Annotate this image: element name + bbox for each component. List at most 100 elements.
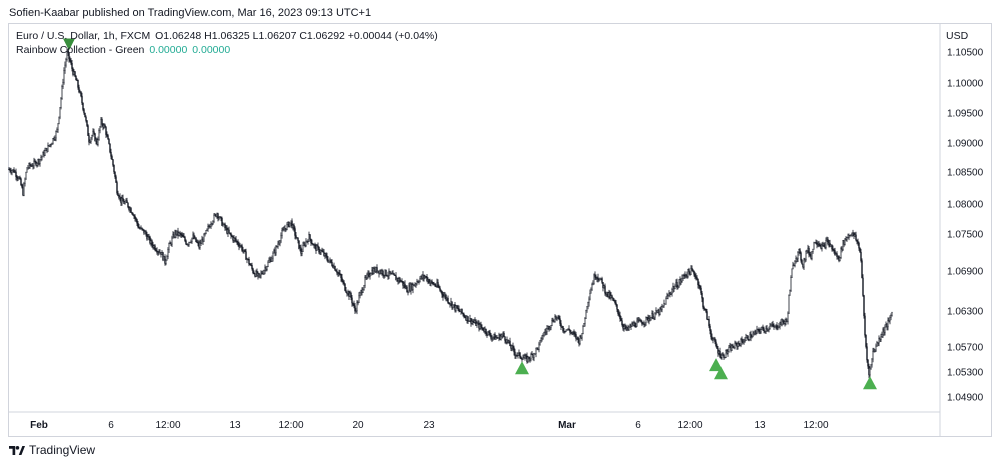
candle-body: [130, 208, 132, 213]
candle: [188, 241, 190, 247]
candle: [497, 337, 499, 339]
candle: [127, 202, 129, 209]
candle-body: [447, 297, 449, 303]
tradingview-logo[interactable]: TradingView: [9, 443, 95, 457]
candle-body: [33, 160, 35, 166]
candle-body: [302, 245, 304, 252]
candle: [244, 249, 246, 253]
candle: [516, 352, 518, 357]
candle-body: [760, 329, 762, 333]
candle-body: [109, 143, 111, 153]
candle-body: [715, 341, 717, 347]
candle-body: [445, 295, 447, 300]
candle: [839, 256, 841, 262]
candle: [355, 307, 357, 313]
chart-pane[interactable]: [8, 23, 992, 437]
candle: [762, 324, 764, 331]
candle: [87, 124, 89, 136]
candle: [217, 212, 219, 222]
candle-body: [857, 241, 859, 244]
candle: [39, 158, 41, 167]
candle-body: [352, 302, 354, 305]
candle: [568, 325, 570, 331]
candle-body: [238, 244, 240, 247]
price-axis[interactable]: 1.10500 1.10000 1.09500 1.09000 1.08500 1.080…: [947, 48, 984, 404]
candle: [744, 337, 746, 343]
candle-body: [82, 102, 84, 110]
candle-body: [419, 278, 421, 282]
candle: [34, 158, 36, 164]
candle-body: [471, 321, 473, 324]
candle: [784, 318, 786, 327]
candle-body: [652, 313, 654, 319]
candle: [853, 232, 855, 239]
candle-body: [351, 297, 353, 304]
candle-body: [575, 334, 577, 339]
candle-body: [698, 284, 700, 286]
candle: [585, 309, 587, 319]
candle: [846, 236, 848, 242]
candle: [747, 335, 749, 341]
indicator-legend[interactable]: Rainbow Collection - Green 0.00000 0.000…: [16, 44, 230, 56]
candle: [182, 232, 184, 237]
candle-body: [402, 281, 404, 286]
candle-body: [235, 238, 237, 242]
candle-body: [797, 252, 799, 259]
candle-body: [71, 63, 73, 69]
candle-body: [725, 350, 727, 358]
candle-body: [458, 308, 460, 312]
candle-body: [272, 252, 274, 259]
candle-body: [224, 223, 226, 229]
candle-body: [135, 218, 137, 220]
candle: [353, 300, 355, 309]
candle: [364, 275, 366, 289]
candle-body: [827, 239, 829, 245]
candle: [317, 242, 319, 251]
candle: [168, 242, 170, 254]
candle-body: [65, 59, 67, 66]
candle: [213, 213, 215, 224]
candle-body: [871, 358, 873, 366]
candle-body: [107, 135, 109, 140]
candle: [782, 319, 784, 326]
candle-body: [811, 251, 813, 259]
candle: [774, 325, 776, 328]
candle-body: [389, 270, 391, 274]
time-tick-label: 12:00: [803, 420, 828, 431]
candle: [677, 284, 679, 290]
candle-body: [279, 240, 281, 244]
candle: [728, 345, 730, 353]
candle: [406, 285, 408, 293]
candle-body: [494, 334, 496, 340]
candle: [44, 147, 46, 156]
time-axis[interactable]: Feb 6 12:00 13 12:00 20 23 Mar 6 12:00 13 12:00: [30, 420, 829, 431]
candle: [40, 154, 42, 162]
candle-body: [113, 165, 115, 173]
candle-body: [122, 197, 124, 202]
candle-body: [745, 337, 747, 341]
candle-body: [331, 262, 333, 266]
candle: [710, 329, 712, 340]
candle-body: [634, 322, 636, 327]
candle: [781, 318, 783, 327]
candle-body: [691, 267, 693, 271]
candle-body: [772, 324, 774, 326]
candle-body: [362, 289, 364, 293]
candle: [891, 311, 893, 317]
symbol-legend[interactable]: Euro / U.S. Dollar, 1h, FXCM O1.06248 H1…: [16, 30, 438, 42]
candle-body: [212, 221, 214, 224]
candle: [195, 237, 197, 243]
candle: [56, 127, 58, 133]
candle-body: [514, 351, 516, 356]
candle: [393, 272, 395, 276]
candle-body: [577, 336, 579, 340]
candle-body: [321, 250, 323, 252]
candle-body: [884, 326, 886, 333]
candle: [36, 162, 38, 168]
candle: [447, 295, 449, 304]
candle-body: [52, 138, 54, 144]
candle: [867, 359, 869, 369]
candle-body: [25, 172, 27, 180]
candle-body: [585, 309, 587, 319]
